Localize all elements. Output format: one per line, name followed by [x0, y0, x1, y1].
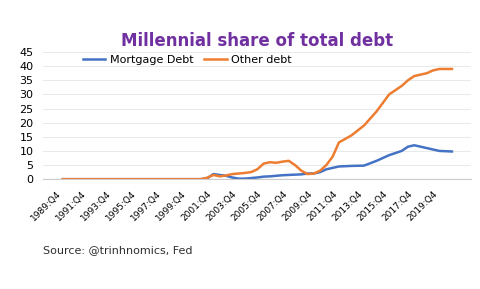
Mortgage Debt [448, 150, 454, 153]
Other debt [395, 86, 401, 90]
Other debt [435, 67, 441, 71]
Mortgage Debt [410, 144, 416, 147]
Line: Mortgage Debt: Mortgage Debt [62, 145, 451, 179]
Mortgage Debt [60, 177, 65, 181]
Mortgage Debt [385, 153, 391, 157]
Mortgage Debt [301, 172, 307, 176]
Other debt [448, 67, 454, 71]
Line: Other debt: Other debt [62, 69, 451, 179]
Other debt [385, 93, 391, 96]
Title: Millennial share of total debt: Millennial share of total debt [121, 32, 393, 51]
Text: Source: @trinhnomics, Fed: Source: @trinhnomics, Fed [43, 245, 192, 255]
Mortgage Debt [151, 177, 156, 181]
Legend: Mortgage Debt, Other debt: Mortgage Debt, Other debt [83, 55, 291, 65]
Mortgage Debt [426, 147, 432, 151]
Mortgage Debt [160, 177, 166, 181]
Other debt [160, 177, 166, 181]
Other debt [60, 177, 65, 181]
Other debt [151, 177, 156, 181]
Other debt [423, 71, 429, 75]
Other debt [301, 171, 307, 174]
Mortgage Debt [395, 150, 401, 154]
